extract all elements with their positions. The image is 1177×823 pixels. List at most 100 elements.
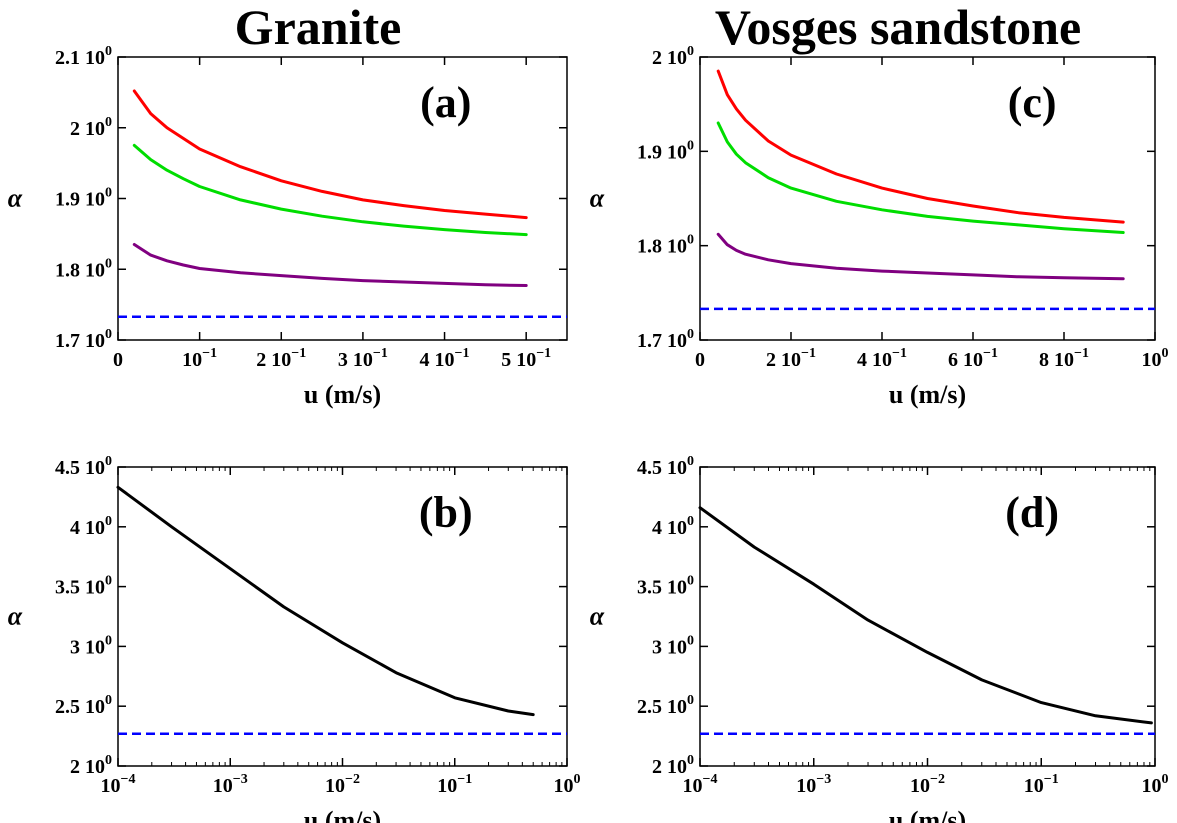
y-tick-mantissa: 2 10 — [70, 118, 105, 140]
series-line-2 — [716, 232, 1125, 281]
x-tick-exponent: −1 — [983, 346, 998, 361]
y-tick-mantissa: 3 10 — [652, 636, 687, 658]
panel-a: 0 10−1 2 10−1 3 10−1 4 10−1 5 10−11.7 1001.8 … — [8, 44, 568, 409]
y-tick-exponent: 0 — [687, 138, 694, 153]
y-tick-label: 1.9 100 — [55, 186, 112, 211]
y-tick-exponent: 0 — [105, 693, 112, 708]
x-tick-label: 100 — [1142, 772, 1169, 797]
x-tick-label: 10−1 — [437, 772, 472, 797]
x-tick-label: 3 10−1 — [338, 346, 388, 371]
x-tick-exponent: −3 — [816, 772, 831, 787]
plot-frame — [117, 466, 568, 767]
x-tick-exponent: −1 — [801, 346, 816, 361]
panel-label: (b) — [419, 488, 473, 537]
x-tick-exponent: −1 — [455, 346, 470, 361]
y-tick-exponent: 0 — [687, 574, 694, 589]
y-tick-label: 4.5 100 — [55, 454, 112, 479]
y-tick-exponent: 0 — [687, 327, 694, 342]
x-tick-label: 6 10−1 — [948, 346, 998, 371]
y-tick-mantissa: 3 10 — [70, 636, 105, 658]
plot-frame — [699, 466, 1156, 767]
y-tick-exponent: 0 — [687, 633, 694, 648]
y-tick-label: 4 100 — [70, 514, 112, 539]
x-tick-exponent: 0 — [1162, 772, 1169, 787]
x-axis-label: u (m/s) — [304, 806, 381, 823]
y-tick-label: 3.5 100 — [55, 574, 112, 599]
x-tick-exponent: −1 — [373, 346, 388, 361]
x-tick-label: 2 10−1 — [256, 346, 306, 371]
x-tick-label: 4 10−1 — [857, 346, 907, 371]
x-tick-exponent: −1 — [291, 346, 306, 361]
x-tick-exponent: −1 — [202, 346, 217, 361]
x-tick-label: 10−4 — [683, 772, 718, 797]
y-tick-exponent: 0 — [105, 574, 112, 589]
x-tick-exponent: −2 — [930, 772, 945, 787]
x-tick-exponent: −2 — [345, 772, 360, 787]
x-tick-exponent: −1 — [1074, 346, 1089, 361]
plot-frame — [699, 56, 1156, 341]
y-tick-exponent: 0 — [105, 327, 112, 342]
y-tick-exponent: 0 — [105, 44, 112, 59]
x-axis-label: u (m/s) — [304, 380, 381, 409]
y-tick-label: 1.9 100 — [637, 138, 694, 163]
y-tick-label: 2 100 — [652, 753, 694, 778]
panel-label: (c) — [1008, 78, 1057, 127]
y-tick-exponent: 0 — [687, 454, 694, 469]
x-tick-label: 100 — [554, 772, 581, 797]
y-tick-mantissa: 1.9 10 — [637, 141, 687, 163]
x-tick-exponent: 0 — [574, 772, 581, 787]
x-tick-label: 4 10−1 — [420, 346, 470, 371]
y-tick-exponent: 0 — [687, 753, 694, 768]
y-tick-mantissa: 1.8 10 — [637, 236, 687, 258]
y-tick-exponent: 0 — [687, 693, 694, 708]
x-tick-label: 10−2 — [910, 772, 945, 797]
y-tick-label: 3 100 — [70, 633, 112, 658]
y-axis-label: α — [8, 602, 23, 631]
y-axis-label: α — [590, 602, 605, 631]
panel-label: (d) — [1005, 488, 1059, 537]
y-tick-label: 1.7 100 — [637, 327, 694, 352]
x-tick-exponent: −3 — [233, 772, 248, 787]
y-axis-label: α — [590, 184, 605, 213]
y-tick-mantissa: 2.5 10 — [55, 696, 105, 718]
series-line-0 — [698, 506, 1153, 725]
series-line-0 — [132, 89, 528, 220]
x-tick-label: 10−2 — [325, 772, 360, 797]
y-tick-mantissa: 4 10 — [652, 517, 687, 539]
y-tick-mantissa: 2 10 — [652, 47, 687, 69]
y-tick-label: 3 100 — [652, 633, 694, 658]
x-tick-label: 0 — [113, 349, 123, 371]
y-tick-exponent: 0 — [687, 233, 694, 248]
y-axis-label: α — [8, 184, 23, 213]
y-tick-mantissa: 2.1 10 — [55, 47, 105, 69]
series-line-0 — [116, 485, 535, 717]
y-tick-label: 1.7 100 — [55, 327, 112, 352]
y-tick-label: 3.5 100 — [637, 574, 694, 599]
x-tick-label: 5 10−1 — [501, 346, 551, 371]
y-tick-mantissa: 1.7 10 — [637, 330, 687, 352]
y-tick-mantissa: 3.5 10 — [55, 577, 105, 599]
y-tick-label: 2 100 — [70, 753, 112, 778]
x-tick-label: 2 10−1 — [766, 346, 816, 371]
y-tick-label: 2.1 100 — [55, 44, 112, 69]
x-tick-exponent: −4 — [703, 772, 718, 787]
y-tick-label: 2.5 100 — [637, 693, 694, 718]
x-tick-label: 10−4 — [101, 772, 136, 797]
x-tick-label: 8 10−1 — [1039, 346, 1089, 371]
x-tick-exponent: −4 — [121, 772, 136, 787]
y-tick-label: 2 100 — [652, 44, 694, 69]
panel-label: (a) — [420, 78, 471, 127]
y-tick-mantissa: 1.9 10 — [55, 189, 105, 211]
y-tick-mantissa: 4.5 10 — [637, 457, 687, 479]
x-tick-label: 10−1 — [1024, 772, 1059, 797]
plot-frame — [117, 56, 568, 341]
y-tick-label: 2 100 — [70, 115, 112, 140]
x-tick-label: 10−1 — [182, 346, 217, 371]
x-axis-label: u (m/s) — [889, 806, 966, 823]
y-tick-exponent: 0 — [105, 115, 112, 130]
series-line-2 — [132, 243, 528, 287]
column-title-granite: Granite — [235, 0, 402, 55]
